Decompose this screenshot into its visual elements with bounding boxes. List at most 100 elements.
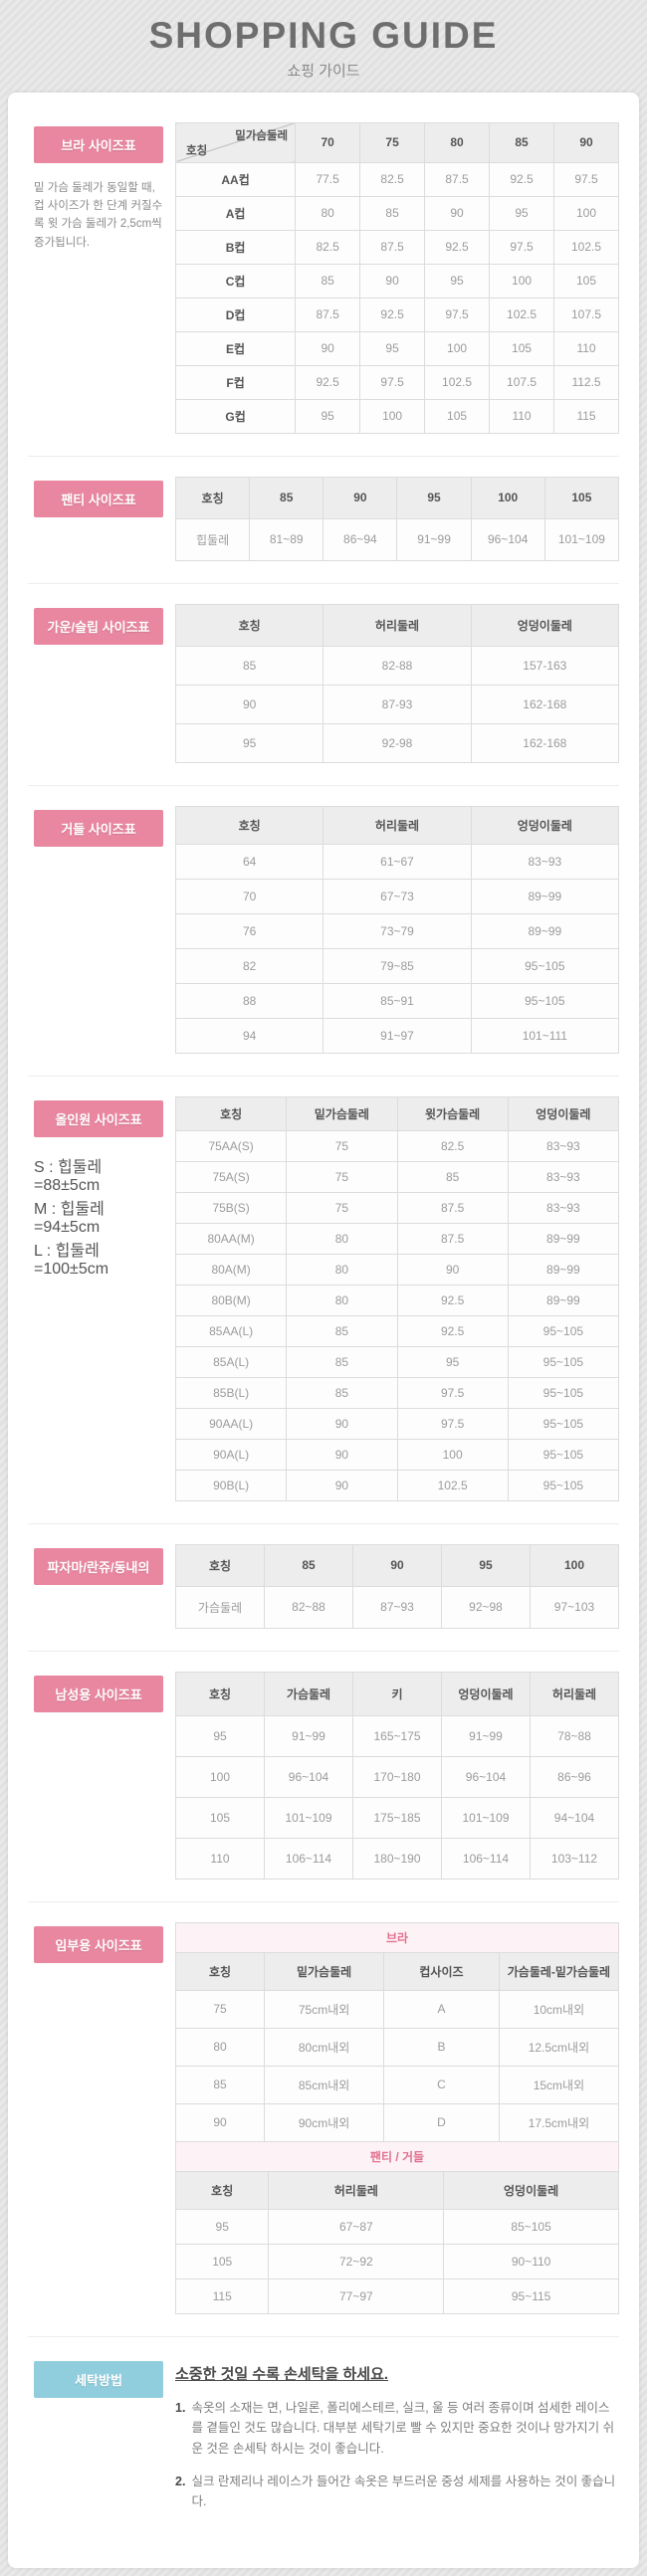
data-cell: B [383, 2027, 500, 2067]
data-cell: 170~180 [352, 1755, 442, 1798]
column-header-cell: 엉덩이둘레 [470, 805, 620, 845]
data-cell: 90 [286, 1407, 398, 1440]
data-cell: 80 [286, 1284, 398, 1316]
data-cell: 89~99 [507, 1253, 620, 1286]
data-cell: 90 [286, 1438, 398, 1471]
data-cell: 95~115 [443, 2278, 619, 2314]
row-label-cell: 75 [175, 1989, 265, 2029]
column-header-cell: 가슴둘레 [264, 1671, 353, 1716]
data-cell: 82-88 [323, 645, 472, 686]
row-label-cell: 115 [174, 2278, 270, 2314]
data-cell: 97.5 [553, 161, 619, 197]
column-header-cell: 허리둘레 [323, 805, 472, 845]
data-cell: 89~99 [470, 912, 620, 949]
data-cell: 90 [396, 1253, 509, 1286]
data-cell: 180~190 [352, 1837, 442, 1880]
data-cell: 107.5 [553, 297, 619, 332]
data-cell: 96~104 [441, 1755, 531, 1798]
data-cell: 97~103 [530, 1585, 619, 1629]
column-header-cell: 엉덩이둘레 [443, 2170, 619, 2210]
section-panty: 팬티 사이즈표 호칭 85 90 95 100 105 힙둘레 81~89 86~94 91~99… [28, 455, 620, 583]
data-cell: 92.5 [396, 1314, 509, 1347]
row-label-cell: 85B(L) [174, 1376, 288, 1409]
table-group-title: 팬티 / 거들 [175, 2140, 619, 2172]
column-header-cell: 엉덩이둘레 [441, 1671, 531, 1716]
data-cell: 67~87 [268, 2208, 445, 2245]
column-header-cell: 호칭 [174, 805, 324, 845]
data-cell: 97.5 [359, 364, 426, 400]
data-cell: 85 [359, 195, 426, 231]
data-cell: 85 [286, 1376, 398, 1409]
data-cell: 157-163 [470, 645, 620, 686]
data-cell: 95 [295, 398, 361, 434]
gown-table-area: 호칭 허리둘레 엉덩이둘레 85 82-88 157-163 90 87-93 162-168 9… [174, 603, 620, 763]
data-cell: 82.5 [396, 1129, 509, 1162]
data-cell: 82.5 [359, 161, 426, 197]
washing-item-number: 1. [175, 2400, 186, 2415]
column-header-cell: 105 [543, 476, 620, 519]
row-label-cell: 90B(L) [174, 1469, 288, 1501]
column-header-cell: 100 [530, 1543, 619, 1587]
row-label-cell: 85A(L) [174, 1345, 288, 1378]
data-cell: 87.5 [396, 1191, 509, 1224]
girdle-section-label: 거들 사이즈표 [34, 809, 163, 847]
bra-left-column: 브라 사이즈표 밑 가슴 둘레가 동일할 때, 컵 사이즈가 한 단계 커질수록… [34, 122, 175, 434]
data-cell: 17.5cm내외 [498, 2102, 620, 2142]
washing-instructions-list: 1. 속옷의 소재는 면, 나일론, 폴리에스테르, 실크, 울 등 여러 종류… [175, 2398, 619, 2512]
data-cell: 77.5 [295, 161, 361, 197]
data-cell: 75 [286, 1191, 398, 1224]
washing-item-text: 속옷의 소재는 면, 나일론, 폴리에스테르, 실크, 울 등 여러 종류이며 … [191, 2400, 615, 2456]
data-cell: 90cm내외 [263, 2102, 385, 2142]
data-cell: 100 [359, 398, 426, 434]
pajama-size-table: 호칭 85 90 95 100 가슴둘레 82~88 87~93 92~98 97~103 [175, 1543, 619, 1629]
data-cell: 82~88 [264, 1585, 353, 1629]
diagonal-header-bottom-label: 호칭 [186, 144, 208, 157]
allinone-left-column: 올인원 사이즈표 S : 힙둘레=88±5cm M : 힙둘레=94±5cm L… [34, 1096, 175, 1501]
data-cell: 97.5 [396, 1376, 509, 1409]
section-mens: 남성용 사이즈표 호칭 가슴둘레 키 엉덩이둘레 허리둘레 95 91~99 165~175 9… [28, 1650, 619, 1901]
data-cell: 86~96 [530, 1755, 619, 1798]
data-cell: 101~109 [543, 517, 620, 561]
data-cell: 87.5 [424, 161, 491, 197]
gown-section-label: 가운/슬립 사이즈표 [34, 607, 163, 645]
data-cell: 94~104 [530, 1796, 619, 1839]
data-cell: 83~93 [507, 1160, 620, 1193]
data-cell: 92~98 [441, 1585, 531, 1629]
data-cell: 87.5 [295, 297, 361, 332]
allinone-note-s: S : 힙둘레=88±5cm [34, 1158, 103, 1194]
data-cell: 83~93 [507, 1191, 620, 1224]
data-cell: 103~112 [530, 1837, 619, 1880]
diagonal-header-top-label: 밑가슴둘레 [235, 129, 289, 142]
data-cell: 72~92 [268, 2243, 445, 2279]
row-label-cell: 95 [175, 1714, 265, 1757]
row-label-cell: 82 [174, 947, 324, 984]
allinone-note-m: M : 힙둘레=94±5cm [34, 1200, 105, 1236]
data-cell: 91~99 [264, 1714, 353, 1757]
data-cell: 80cm내외 [263, 2027, 385, 2067]
mens-table-area: 호칭 가슴둘레 키 엉덩이둘레 허리둘레 95 91~99 165~175 91~99 78~88… [175, 1671, 619, 1880]
data-cell: 83~93 [507, 1129, 620, 1162]
row-label-cell: 힙둘레 [174, 517, 251, 561]
data-cell: 105 [424, 398, 491, 434]
column-header-cell: 엉덩이둘레 [507, 1095, 620, 1131]
data-cell: 100 [424, 330, 491, 366]
row-label-cell: 85 [175, 2065, 265, 2104]
girdle-table-area: 호칭 허리둘레 엉덩이둘레 64 61~67 83~93 70 67~73 89~99 76 73~… [174, 805, 620, 1054]
maternity-table-area: 브라 호칭 밑가슴둘레 컵사이즈 가슴둘레-밑가슴둘레 75 75cm내외 A 10cm내외 80… [174, 1921, 620, 2314]
mens-section-label: 남성용 사이즈표 [34, 1675, 163, 1712]
data-cell: 106~114 [441, 1837, 531, 1880]
data-cell: 95~105 [470, 982, 620, 1019]
washing-instruction-item: 1. 속옷의 소재는 면, 나일론, 폴리에스테르, 실크, 울 등 여러 종류… [175, 2398, 619, 2460]
data-cell: 80 [286, 1222, 398, 1255]
data-cell: 75 [286, 1129, 398, 1162]
row-label-cell: 95 [174, 722, 324, 763]
data-cell: 95~105 [507, 1345, 620, 1378]
data-cell: 90~110 [443, 2243, 619, 2279]
row-label-cell: C컵 [174, 263, 297, 298]
data-cell: 77~97 [268, 2278, 445, 2314]
data-cell: 97.5 [489, 229, 555, 265]
column-header-cell: 엉덩이둘레 [470, 603, 620, 647]
data-cell: 90 [295, 330, 361, 366]
data-cell: 107.5 [489, 364, 555, 400]
page-header: SHOPPING GUIDE 쇼핑 가이드 [0, 0, 647, 93]
